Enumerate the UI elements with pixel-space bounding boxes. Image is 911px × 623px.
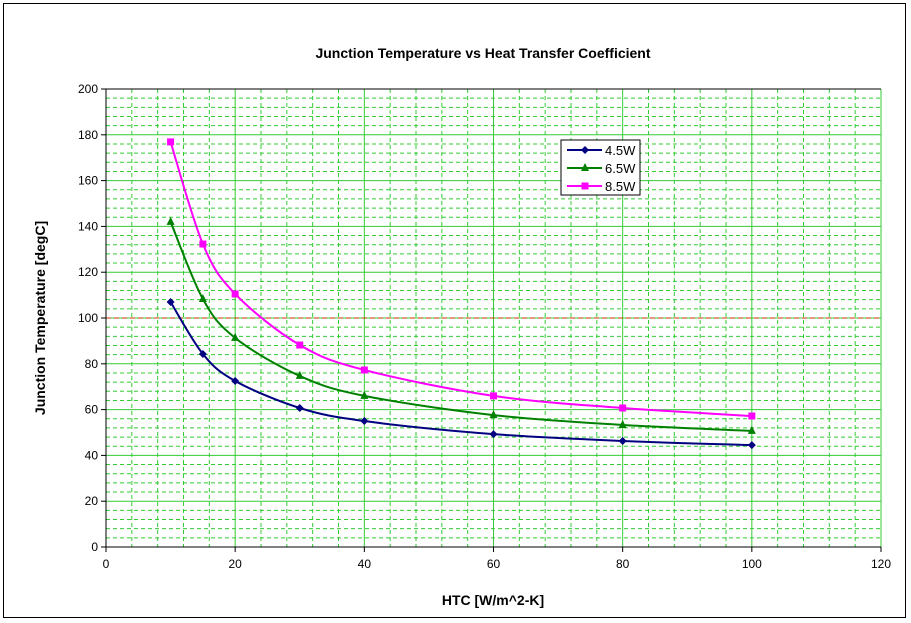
y-tick-label: 100 [78,311,98,325]
legend-marker [581,182,589,190]
x-tick-label: 0 [103,557,110,571]
series-line-4.5W [169,301,752,447]
data-point-4.5W [489,430,498,439]
data-point-6.5W [618,419,627,428]
data-point-6.5W [360,390,369,399]
series-line-6.5W [169,221,752,432]
data-point-6.5W [231,332,240,341]
data-point-8.5W [199,240,207,248]
data-point-6.5W [166,216,175,225]
chart-title: Junction Temperature vs Heat Transfer Co… [315,45,650,61]
data-point-8.5W [360,366,368,374]
data-point-8.5W [231,290,239,298]
y-tick-label: 0 [91,540,98,554]
data-point-8.5W [490,392,497,400]
data-point-4.5W [295,403,304,412]
data-point-8.5W [167,138,175,146]
legend-label: 8.5W [605,179,636,194]
data-point-6.5W [489,410,498,419]
x-tick-label: 120 [871,557,891,571]
x-tick-label: 20 [228,557,242,571]
data-point-4.5W [198,349,207,358]
y-tick-label: 80 [85,357,99,371]
y-tick-label: 20 [85,494,99,508]
y-tick-label: 40 [85,448,99,462]
plot-marks [166,138,756,450]
chart-frame [3,3,906,618]
x-tick-label: 40 [358,557,372,571]
y-tick-label: 140 [78,219,98,233]
data-point-8.5W [296,341,304,349]
y-tick-label: 180 [78,128,98,142]
data-point-8.5W [619,404,627,412]
x-tick-label: 100 [742,557,762,571]
x-tick-label: 60 [487,557,501,571]
legend-label: 6.5W [605,161,636,176]
data-point-4.5W [231,376,240,385]
y-tick-label: 120 [78,265,98,279]
y-tick-label: 160 [78,174,98,188]
data-point-4.5W [747,441,756,450]
x-tick-label: 80 [616,557,630,571]
legend-label: 4.5W [605,143,636,158]
data-point-8.5W [748,412,756,420]
series-line-8.5W [169,141,752,418]
grid [106,89,882,547]
axes: 0 20 40 60 80 100 120 140 160 180 200 0 20 40 60 80 100 1… [78,82,891,571]
data-point-4.5W [618,436,627,445]
legend: 4.5W 6.5W 8.5W [560,139,641,196]
data-point-4.5W [360,417,369,426]
x-axis-label: HTC [W/m^2-K] [442,592,544,608]
data-point-6.5W [295,370,304,379]
y-axis-label: Junction Temperature [degC] [32,221,48,415]
data-point-6.5W [747,425,756,434]
data-point-4.5W [166,297,175,306]
y-tick-label: 200 [78,82,98,96]
legend-marker [581,163,589,171]
legend-marker [581,146,589,154]
data-point-6.5W [198,293,207,302]
y-tick-label: 60 [85,403,99,417]
